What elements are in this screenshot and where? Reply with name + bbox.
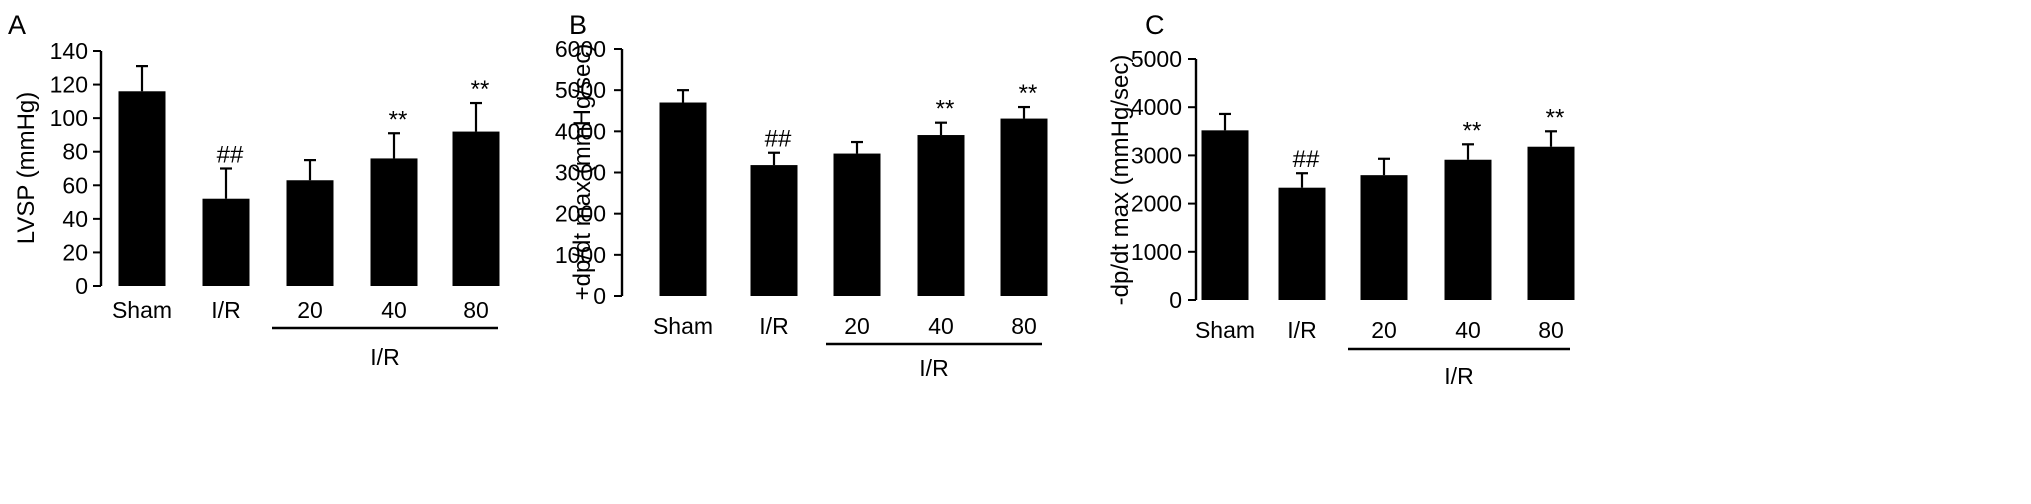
x-category-label: 20: [844, 313, 870, 339]
x-category-label: 80: [1011, 313, 1037, 339]
y-axis-label: LVSP (mmHg): [13, 92, 40, 244]
y-tick-label: 80: [62, 139, 88, 165]
y-tick-label: 4000: [555, 118, 606, 144]
y-tick-label: 2000: [1131, 191, 1182, 217]
y-tick-label: 20: [62, 239, 88, 265]
bar: [1278, 187, 1326, 300]
y-tick-label: 100: [50, 105, 88, 131]
x-category-label: 40: [1455, 317, 1481, 343]
group-label: I/R: [919, 355, 948, 381]
group-label: I/R: [1444, 363, 1473, 389]
bar: [833, 153, 881, 296]
bar: [370, 158, 418, 286]
y-tick-label: 1000: [555, 242, 606, 268]
significance-marker: **: [1546, 104, 1565, 131]
bar: [202, 198, 250, 286]
y-tick-label: 3000: [1131, 142, 1182, 168]
y-tick-label: 5000: [555, 77, 606, 103]
bar: [1000, 118, 1048, 297]
x-category-label: Sham: [1195, 317, 1255, 343]
bar: [1444, 159, 1492, 300]
y-tick-label: 0: [75, 273, 88, 299]
significance-marker: ##: [765, 126, 792, 153]
significance-marker: **: [1463, 117, 1482, 144]
panel-label: A: [8, 10, 26, 40]
bar: [1527, 146, 1575, 300]
x-category-label: 20: [1371, 317, 1397, 343]
significance-marker: **: [389, 106, 408, 133]
y-axis-label: +dp/dt max (mmHg/sec): [569, 44, 596, 301]
panel-label: B: [569, 10, 587, 40]
bar: [659, 102, 707, 297]
x-category-label: I/R: [759, 313, 788, 339]
significance-marker: **: [1019, 80, 1038, 107]
bar: [286, 180, 334, 286]
y-tick-label: 1000: [1131, 239, 1182, 265]
y-tick-label: 4000: [1131, 94, 1182, 120]
bar: [1201, 130, 1249, 300]
bar: [452, 131, 500, 286]
y-tick-label: 0: [593, 283, 606, 309]
group-label: I/R: [370, 344, 399, 370]
x-category-label: I/R: [211, 297, 240, 323]
bar: [750, 165, 798, 296]
x-category-label: 20: [297, 297, 323, 323]
bar: [118, 91, 166, 287]
bar: [917, 135, 965, 296]
y-tick-label: 5000: [1131, 46, 1182, 72]
x-category-label: Sham: [112, 297, 172, 323]
y-tick-label: 0: [1169, 287, 1182, 313]
y-tick-label: 60: [62, 172, 88, 198]
significance-marker: **: [936, 96, 955, 123]
x-category-label: 40: [381, 297, 407, 323]
y-tick-label: 6000: [555, 36, 606, 62]
y-axis-label: -dp/dt max (mmHg/sec): [1107, 55, 1134, 306]
x-category-label: 80: [1538, 317, 1564, 343]
y-tick-label: 2000: [555, 201, 606, 227]
significance-marker: ##: [1293, 146, 1320, 173]
panel-label: C: [1145, 10, 1165, 40]
x-category-label: 80: [463, 297, 489, 323]
significance-marker: ##: [217, 142, 244, 169]
bar: [1360, 175, 1408, 300]
significance-marker: **: [471, 76, 490, 103]
y-tick-label: 40: [62, 206, 88, 232]
x-category-label: I/R: [1287, 317, 1316, 343]
y-tick-label: 120: [50, 72, 88, 98]
y-tick-label: 140: [50, 38, 88, 64]
y-tick-label: 3000: [555, 160, 606, 186]
x-category-label: Sham: [653, 313, 713, 339]
x-category-label: 40: [928, 313, 954, 339]
